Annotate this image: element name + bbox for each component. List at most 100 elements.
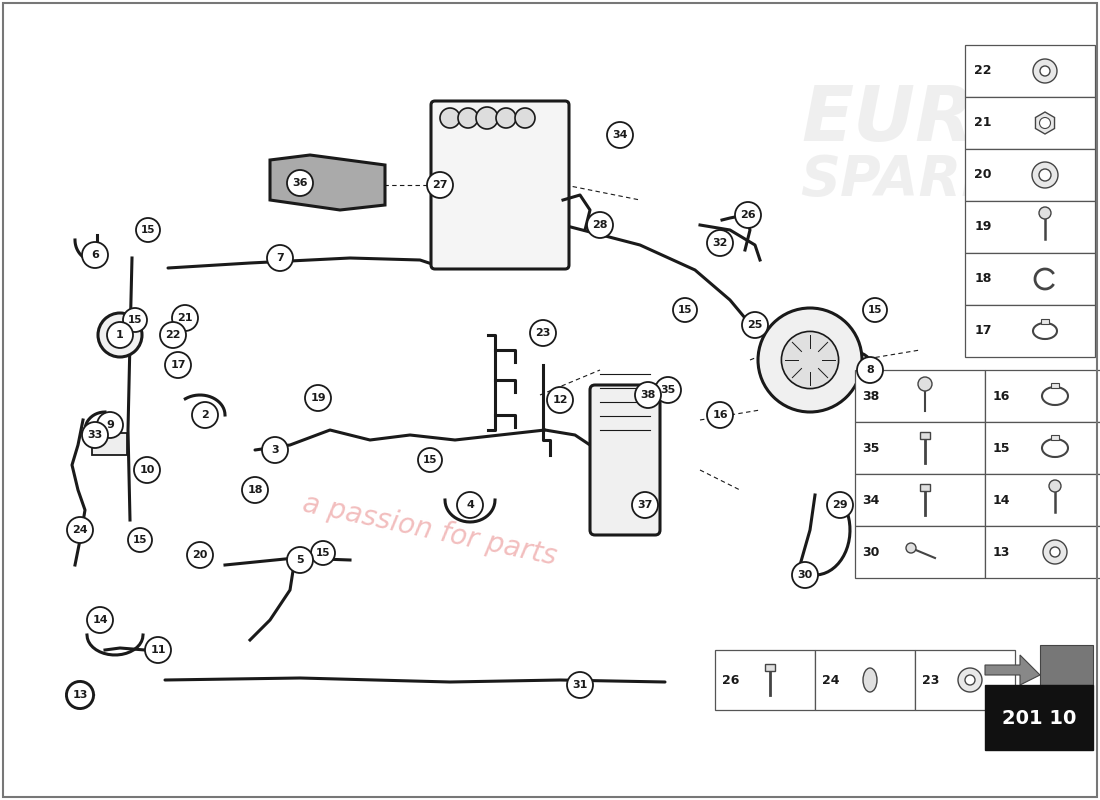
Text: 16: 16: [992, 390, 1010, 402]
Circle shape: [267, 245, 293, 271]
Text: 14: 14: [992, 494, 1010, 506]
Text: 20: 20: [192, 550, 208, 560]
Text: 15: 15: [678, 305, 692, 315]
Circle shape: [82, 242, 108, 268]
Text: 6: 6: [91, 250, 99, 260]
Circle shape: [287, 547, 314, 573]
Text: 17: 17: [170, 360, 186, 370]
Circle shape: [758, 308, 862, 412]
Circle shape: [67, 517, 94, 543]
Circle shape: [311, 541, 336, 565]
Circle shape: [172, 305, 198, 331]
Circle shape: [530, 320, 556, 346]
Text: 24: 24: [73, 525, 88, 535]
Circle shape: [440, 108, 460, 128]
Ellipse shape: [864, 668, 877, 692]
Text: 1: 1: [117, 330, 124, 340]
Text: 12: 12: [552, 395, 568, 405]
Text: 22: 22: [975, 65, 992, 78]
Text: 18: 18: [248, 485, 263, 495]
Circle shape: [632, 492, 658, 518]
Circle shape: [1050, 547, 1060, 557]
Polygon shape: [1035, 112, 1055, 134]
Bar: [92, 433, 126, 455]
Circle shape: [1040, 66, 1050, 76]
Circle shape: [128, 528, 152, 552]
Bar: [965, 149, 1094, 201]
Text: 23: 23: [536, 328, 551, 338]
Text: 31: 31: [572, 680, 587, 690]
Text: 19: 19: [975, 221, 992, 234]
Circle shape: [136, 218, 160, 242]
Text: 38: 38: [640, 390, 656, 400]
Polygon shape: [270, 155, 385, 210]
Text: 15: 15: [133, 535, 147, 545]
Text: 35: 35: [660, 385, 675, 395]
Text: 34: 34: [862, 494, 880, 506]
Circle shape: [735, 202, 761, 228]
Bar: [920, 484, 929, 491]
Text: 18: 18: [975, 273, 992, 286]
Circle shape: [165, 352, 191, 378]
Text: 15: 15: [128, 315, 142, 325]
Circle shape: [1033, 59, 1057, 83]
Text: 4: 4: [466, 500, 474, 510]
Text: 21: 21: [177, 313, 192, 323]
Bar: [715, 650, 815, 710]
Text: 2: 2: [201, 410, 209, 420]
Bar: [1040, 645, 1093, 685]
Text: 15: 15: [868, 305, 882, 315]
Text: 19: 19: [310, 393, 326, 403]
Circle shape: [792, 562, 818, 588]
Bar: [855, 526, 984, 578]
Circle shape: [635, 382, 661, 408]
Text: EURO: EURO: [801, 83, 1038, 157]
Circle shape: [98, 313, 142, 357]
Circle shape: [515, 108, 535, 128]
Text: 36: 36: [293, 178, 308, 188]
Circle shape: [427, 172, 453, 198]
Bar: [855, 474, 984, 526]
Bar: [855, 422, 984, 474]
Circle shape: [587, 212, 613, 238]
Bar: [1050, 435, 1059, 440]
Circle shape: [160, 322, 186, 348]
Text: 20: 20: [975, 169, 992, 182]
Bar: [965, 305, 1094, 357]
Text: 29: 29: [833, 500, 848, 510]
Circle shape: [1040, 169, 1050, 181]
Text: 30: 30: [862, 546, 880, 558]
Bar: [920, 432, 929, 439]
Circle shape: [707, 230, 733, 256]
Text: 38: 38: [862, 390, 880, 402]
Circle shape: [242, 477, 268, 503]
Text: 24: 24: [823, 674, 839, 686]
Circle shape: [287, 170, 314, 196]
Circle shape: [134, 457, 159, 483]
Circle shape: [965, 675, 975, 685]
Text: 17: 17: [975, 325, 992, 338]
Circle shape: [107, 322, 133, 348]
Circle shape: [192, 402, 218, 428]
Text: 35: 35: [862, 442, 880, 454]
Polygon shape: [984, 655, 1040, 685]
Circle shape: [87, 607, 113, 633]
Circle shape: [566, 672, 593, 698]
Circle shape: [305, 385, 331, 411]
Bar: [984, 370, 1100, 422]
Text: 27: 27: [432, 180, 448, 190]
Circle shape: [187, 542, 213, 568]
Circle shape: [97, 412, 123, 438]
Circle shape: [918, 377, 932, 391]
Text: 30: 30: [798, 570, 813, 580]
Bar: [965, 201, 1094, 253]
Bar: [815, 650, 915, 710]
FancyBboxPatch shape: [590, 385, 660, 535]
Circle shape: [673, 298, 697, 322]
Text: 8: 8: [866, 365, 873, 375]
Text: 5: 5: [296, 555, 304, 565]
Bar: [764, 664, 776, 671]
Text: a passion for parts: a passion for parts: [300, 490, 560, 570]
Bar: [915, 650, 1015, 710]
Text: 7: 7: [276, 253, 284, 263]
